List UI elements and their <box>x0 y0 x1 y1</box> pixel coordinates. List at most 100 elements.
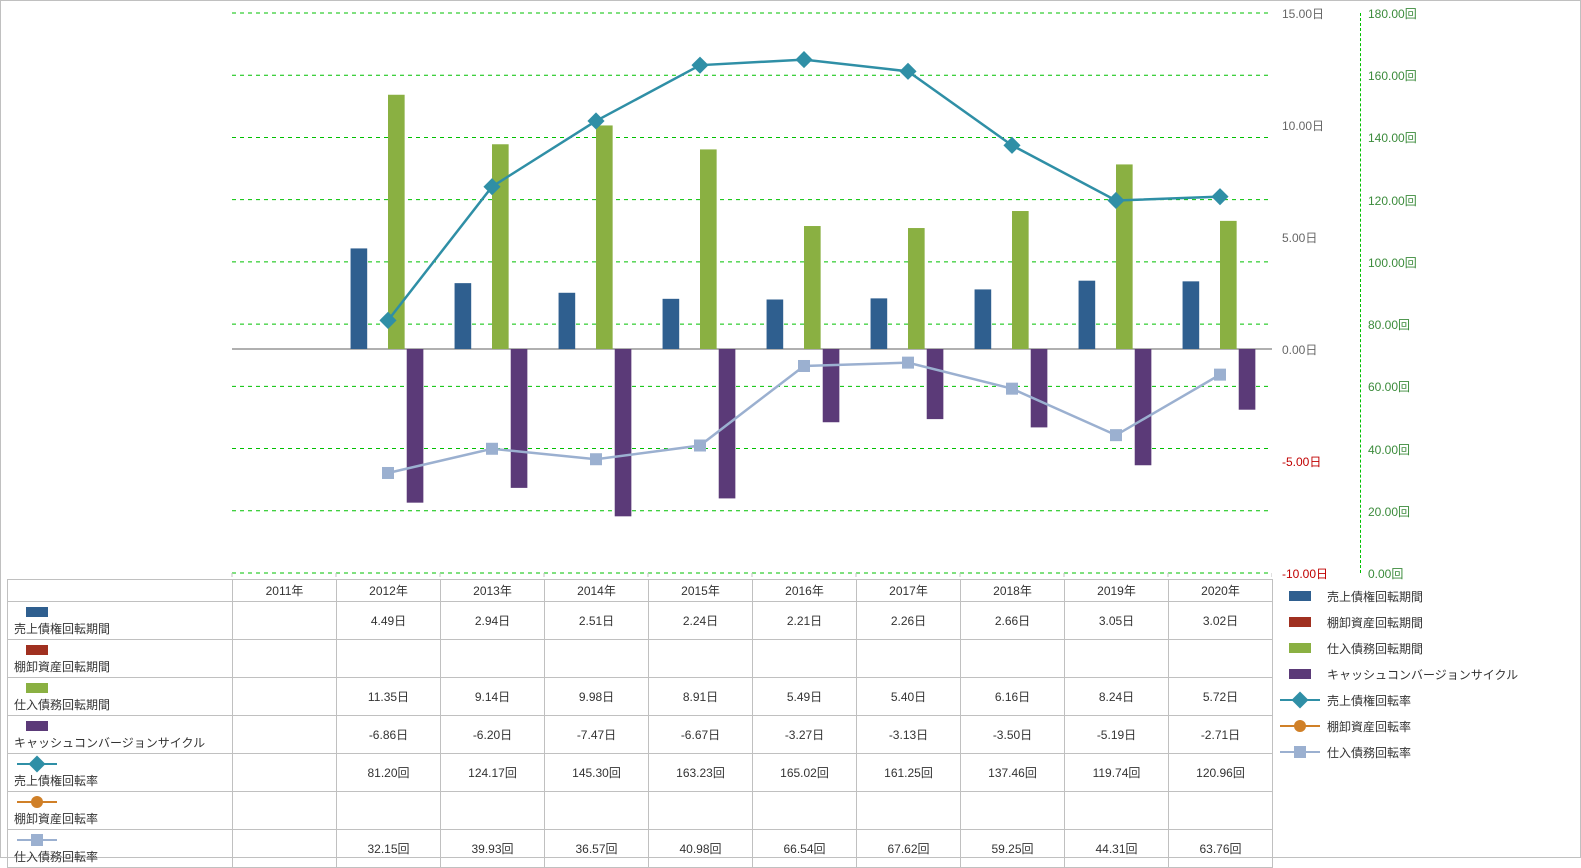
chart-plot-area <box>7 7 1272 579</box>
data-cell <box>337 640 441 678</box>
marker <box>798 360 810 372</box>
year-header: 2016年 <box>753 580 857 602</box>
series-label: 仕入債務回転期間 <box>14 698 110 712</box>
bar-s1 <box>767 299 784 349</box>
data-cell <box>545 640 649 678</box>
table-row: 売上債権回転率81.20回124.17回145.30回163.23回165.02… <box>8 754 1273 792</box>
year-header: 2015年 <box>649 580 753 602</box>
bar-s3 <box>700 149 717 349</box>
series-label-cell: 売上債権回転期間 <box>8 602 233 640</box>
data-cell: 36.57回 <box>545 830 649 868</box>
data-cell: 2.24日 <box>649 602 753 640</box>
data-cell: 119.74回 <box>1065 754 1169 792</box>
right-axis-tick: 80.00回 <box>1368 316 1410 333</box>
data-cell <box>1169 792 1273 830</box>
bar-swatch-icon <box>14 680 60 696</box>
year-header: 2012年 <box>337 580 441 602</box>
bar-s4 <box>1239 349 1256 410</box>
bar-s4 <box>823 349 840 422</box>
right-axis-tick: 140.00回 <box>1368 129 1417 146</box>
line-swatch-icon <box>14 794 60 810</box>
line-swatch-icon <box>1277 718 1323 734</box>
marker <box>1110 429 1122 441</box>
data-cell: 40.98回 <box>649 830 753 868</box>
data-cell: 124.17回 <box>441 754 545 792</box>
bar-s4 <box>615 349 632 516</box>
legend-item: 売上債権回転率 <box>1277 687 1573 713</box>
legend-item: 売上債権回転期間 <box>1277 583 1573 609</box>
data-cell: 5.40日 <box>857 678 961 716</box>
bar-s3 <box>492 144 509 349</box>
left-axis-tick: 0.00日 <box>1282 341 1317 358</box>
data-cell <box>233 678 337 716</box>
bar-swatch-icon <box>14 642 60 658</box>
bar-s4 <box>1031 349 1048 427</box>
table-row: キャッシュコンバージョンサイクル-6.86日-6.20日-7.47日-6.67日… <box>8 716 1273 754</box>
data-cell: -7.47日 <box>545 716 649 754</box>
bar-s1 <box>455 283 472 349</box>
data-cell: 2.94日 <box>441 602 545 640</box>
marker <box>486 443 498 455</box>
data-cell: -3.50日 <box>961 716 1065 754</box>
data-cell: -5.19日 <box>1065 716 1169 754</box>
line-swatch-icon <box>1277 692 1323 708</box>
data-cell: 67.62回 <box>857 830 961 868</box>
data-cell: 9.98日 <box>545 678 649 716</box>
bar-swatch-icon <box>1277 640 1323 656</box>
data-cell <box>233 830 337 868</box>
legend-item: キャッシュコンバージョンサイクル <box>1277 661 1573 687</box>
chart-row: -10.00日-5.00日0.00日5.00日10.00日15.00日0.00回… <box>7 7 1574 579</box>
data-cell <box>753 792 857 830</box>
data-cell <box>857 792 961 830</box>
chart-svg <box>7 7 1272 579</box>
legend-label: 仕入債務回転期間 <box>1327 640 1423 657</box>
data-cell <box>961 640 1065 678</box>
data-cell: -3.13日 <box>857 716 961 754</box>
data-cell: 4.49日 <box>337 602 441 640</box>
legend-item: 棚卸資産回転率 <box>1277 713 1573 739</box>
marker <box>1006 383 1018 395</box>
data-cell: 9.14日 <box>441 678 545 716</box>
data-cell: 8.91日 <box>649 678 753 716</box>
left-axis-tick: 15.00日 <box>1282 5 1324 22</box>
right-axis-tick: 100.00回 <box>1368 254 1417 271</box>
series-label-cell: 仕入債務回転期間 <box>8 678 233 716</box>
year-header: 2017年 <box>857 580 961 602</box>
right-legend: 売上債権回転期間棚卸資産回転期間仕入債務回転期間キャッシュコンバージョンサイクル… <box>1277 583 1573 765</box>
legend-label: 仕入債務回転率 <box>1327 744 1411 761</box>
data-cell <box>233 640 337 678</box>
right-axis-tick: 60.00回 <box>1368 378 1410 395</box>
left-axis-tick: -5.00日 <box>1282 453 1321 470</box>
marker <box>694 440 706 452</box>
series-label-cell: 売上債権回転率 <box>8 754 233 792</box>
bar-s1 <box>1079 281 1096 349</box>
data-cell <box>753 640 857 678</box>
data-cell: 2.66日 <box>961 602 1065 640</box>
marker <box>902 357 914 369</box>
marker <box>1211 188 1228 205</box>
data-cell: 2.26日 <box>857 602 961 640</box>
table-row: 仕入債務回転率32.15回39.93回36.57回40.98回66.54回67.… <box>8 830 1273 868</box>
data-cell: 165.02回 <box>753 754 857 792</box>
data-cell: 120.96回 <box>1169 754 1273 792</box>
data-cell <box>337 792 441 830</box>
left-axis-tick: 5.00日 <box>1282 229 1317 246</box>
data-cell: 39.93回 <box>441 830 545 868</box>
data-cell: 137.46回 <box>961 754 1065 792</box>
data-cell: 3.02日 <box>1169 602 1273 640</box>
bar-swatch-icon <box>1277 588 1323 604</box>
legend-label: 棚卸資産回転率 <box>1327 718 1411 735</box>
data-cell: 5.72日 <box>1169 678 1273 716</box>
series-label-cell: 棚卸資産回転期間 <box>8 640 233 678</box>
year-header: 2011年 <box>233 580 337 602</box>
marker <box>1003 137 1020 154</box>
data-cell: 32.15回 <box>337 830 441 868</box>
table-row: 仕入債務回転期間11.35日9.14日9.98日8.91日5.49日5.40日6… <box>8 678 1273 716</box>
data-cell <box>961 792 1065 830</box>
data-cell <box>1065 640 1169 678</box>
data-cell: 5.49日 <box>753 678 857 716</box>
legend-item: 仕入債務回転期間 <box>1277 635 1573 661</box>
legend-label: キャッシュコンバージョンサイクル <box>1327 666 1518 683</box>
data-cell: 11.35日 <box>337 678 441 716</box>
table-row: 棚卸資産回転期間 <box>8 640 1273 678</box>
